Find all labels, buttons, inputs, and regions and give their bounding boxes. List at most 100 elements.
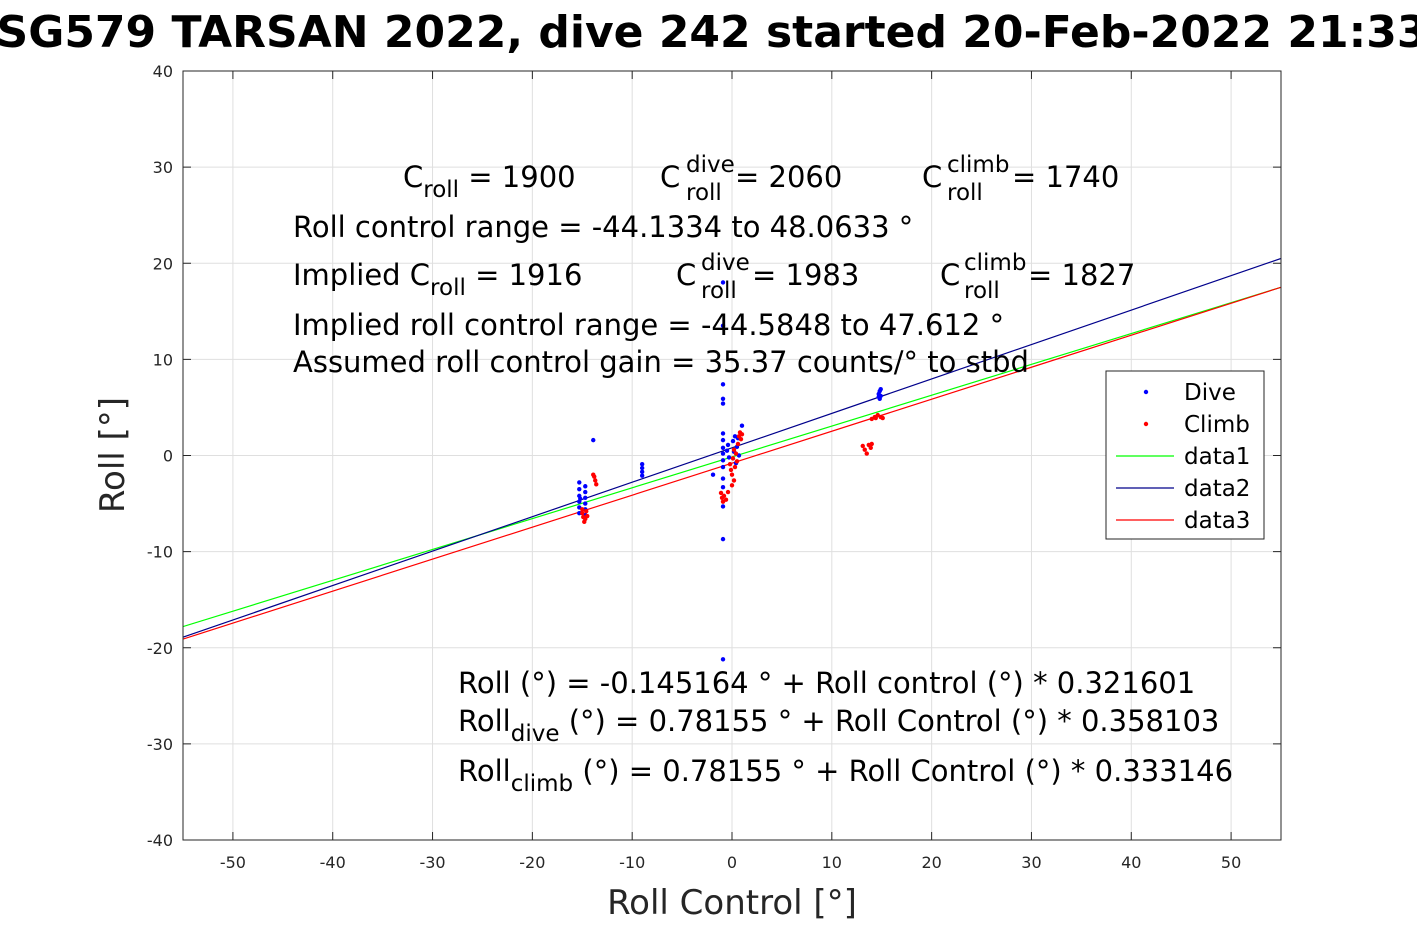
point-dive xyxy=(720,657,726,662)
annotation-implied-range: Implied roll control range = -44.5848 to… xyxy=(293,308,1004,342)
legend: Dive Climb data1 data2 data3 xyxy=(1105,370,1265,540)
annotation-c-climb: C xyxy=(922,160,942,194)
point-climb xyxy=(729,483,735,488)
point-climb xyxy=(594,482,599,487)
y-axis-label: Roll [°] xyxy=(93,397,133,513)
x-tick-label: -10 xyxy=(619,853,645,872)
point-climb xyxy=(862,447,867,452)
point-dive xyxy=(591,437,596,443)
y-tick-label: -10 xyxy=(147,543,173,562)
legend-swatch-climb xyxy=(1143,421,1149,427)
point-dive xyxy=(577,480,582,485)
annotations-fit: Roll (°) = -0.145164 ° + Roll control (°… xyxy=(458,666,1233,797)
annotation-implied-climb: C xyxy=(940,258,960,292)
annotation-implied-climb-val: = 1827 xyxy=(1028,258,1135,292)
point-climb xyxy=(730,456,736,461)
point-dive xyxy=(583,489,588,495)
x-tick-label: -40 xyxy=(320,853,346,872)
point-dive xyxy=(639,473,645,478)
point-dive xyxy=(724,448,730,453)
point-dive xyxy=(583,484,588,489)
y-tick-label: 10 xyxy=(153,350,173,369)
point-climb xyxy=(735,441,741,447)
point-dive xyxy=(583,495,588,500)
point-climb xyxy=(860,443,865,449)
point-dive xyxy=(639,465,645,471)
point-dive xyxy=(720,451,726,456)
point-climb xyxy=(721,493,727,499)
annotation-roll-range: Roll control range = -44.1334 to 48.0633… xyxy=(293,210,913,244)
point-dive xyxy=(720,431,726,436)
legend-label-data1: data1 xyxy=(1184,444,1250,470)
annotation-implied-dive: C xyxy=(676,258,696,292)
x-axis-ticks: -50 -40 -30 -20 -10 0 10 20 30 40 50 xyxy=(220,71,1241,872)
point-climb xyxy=(580,507,585,512)
annotation-implied-climb-sup: climb xyxy=(964,250,1026,276)
point-dive xyxy=(720,437,726,443)
annotation-gain: Assumed roll control gain = 35.37 counts… xyxy=(293,345,1029,379)
y-axis-ticks: -40 -30 -20 -10 0 10 20 30 40 xyxy=(147,62,1281,850)
point-dive xyxy=(720,485,726,490)
annotations-top: Croll = 1900 C dive roll = 2060 C climb … xyxy=(293,152,1135,379)
y-tick-label: -20 xyxy=(147,639,173,658)
point-dive xyxy=(877,396,882,401)
legend-label-dive: Dive xyxy=(1184,380,1236,406)
annotation-c-dive-sub: roll xyxy=(686,180,722,206)
annotation-c-climb-sub: roll xyxy=(947,180,983,206)
point-climb xyxy=(868,445,873,451)
y-tick-label: -40 xyxy=(147,831,173,850)
point-dive xyxy=(730,438,736,444)
point-climb xyxy=(723,497,729,502)
x-tick-label: 20 xyxy=(921,853,941,872)
annotation-c-dive: C xyxy=(660,160,680,194)
point-dive xyxy=(720,401,726,406)
point-dive xyxy=(720,396,726,401)
annotation-implied-dive-sub: roll xyxy=(701,278,737,304)
legend-label-climb: Climb xyxy=(1184,412,1250,438)
annotation-implied-dive-val: = 1983 xyxy=(752,258,859,292)
x-tick-label: -20 xyxy=(519,853,545,872)
point-dive xyxy=(639,469,645,475)
point-climb xyxy=(731,478,737,483)
x-tick-label: 30 xyxy=(1021,853,1041,872)
point-climb xyxy=(873,415,878,421)
point-climb xyxy=(580,510,585,516)
y-tick-label: 20 xyxy=(153,254,173,273)
annotation-fit-climb: Rollclimb (°) = 0.78155 ° + Roll Control… xyxy=(458,754,1233,797)
point-dive xyxy=(720,458,726,463)
point-climb xyxy=(738,436,744,442)
y-tick-label: 0 xyxy=(163,447,173,466)
point-dive xyxy=(878,386,883,392)
point-climb xyxy=(718,490,724,496)
point-dive xyxy=(739,423,745,428)
y-tick-label: -30 xyxy=(147,735,173,754)
point-dive xyxy=(720,504,726,509)
legend-label-data2: data2 xyxy=(1184,476,1250,502)
point-dive xyxy=(726,455,732,460)
point-climb xyxy=(739,432,745,437)
point-climb xyxy=(733,451,739,456)
point-climb xyxy=(593,478,598,483)
annotation-implied-dive-sup: dive xyxy=(701,250,750,276)
annotation-c-values: Croll = 1900 xyxy=(403,160,576,203)
legend-swatch-dive xyxy=(1143,389,1149,395)
point-dive xyxy=(578,496,583,501)
x-tick-label: 40 xyxy=(1121,853,1141,872)
annotation-implied-c: Implied Croll = 1916 xyxy=(293,258,582,301)
chart-title: SG579 TARSAN 2022, dive 242 started 20-F… xyxy=(0,7,1417,58)
point-dive xyxy=(720,476,726,481)
y-tick-label: 40 xyxy=(153,62,173,81)
data-points xyxy=(577,280,885,662)
annotation-fit-all: Roll (°) = -0.145164 ° + Roll control (°… xyxy=(458,666,1195,700)
point-dive xyxy=(639,461,645,467)
point-climb xyxy=(727,461,733,467)
x-tick-label: -30 xyxy=(419,853,445,872)
series-line-data3 xyxy=(183,286,1281,640)
point-dive xyxy=(710,472,716,477)
x-tick-label: 0 xyxy=(727,853,737,872)
point-dive xyxy=(720,280,726,285)
point-dive xyxy=(720,323,726,328)
point-climb xyxy=(728,467,734,473)
point-climb xyxy=(880,415,885,421)
